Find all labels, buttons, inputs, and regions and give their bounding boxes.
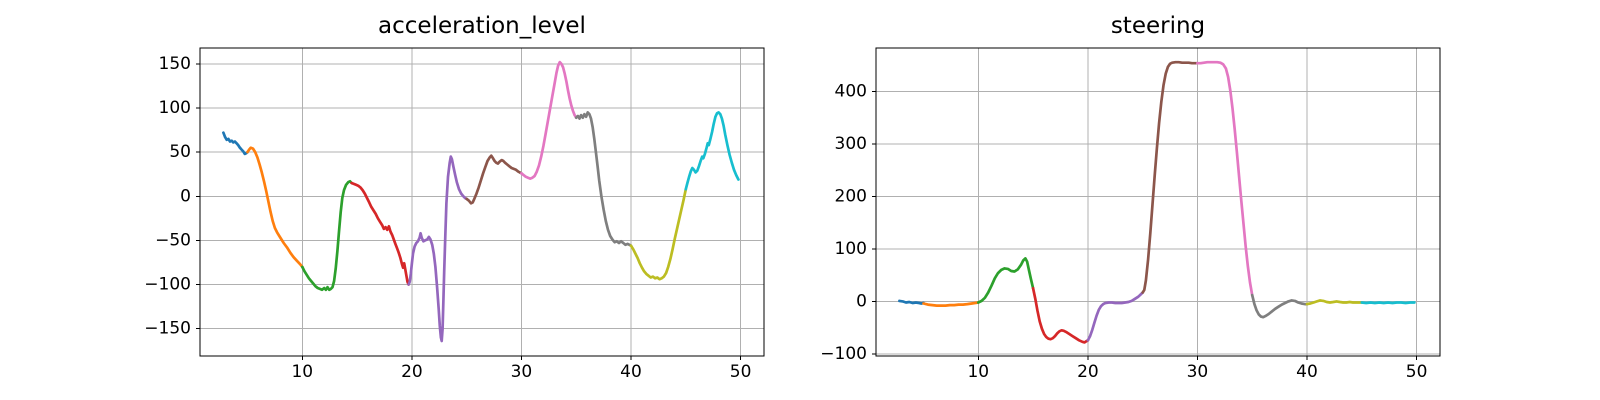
y-tick-label: −100	[144, 275, 191, 295]
x-tick-label: 40	[1296, 362, 1318, 382]
y-tick-label: −150	[144, 319, 191, 339]
y-tick-label: 0	[180, 186, 191, 206]
x-tick-label: 50	[730, 362, 752, 382]
y-tick-label: 200	[835, 187, 867, 207]
series-line-seg-06-brown	[465, 154, 523, 205]
series-line-seg-08-gray	[574, 111, 633, 248]
series-line-seg-04-red	[350, 181, 410, 286]
y-tick-label: 400	[835, 82, 867, 102]
series-line-seg-06-brown	[1141, 60, 1199, 294]
series-line-seg-01-blue	[222, 131, 249, 156]
series-line-seg-08-gray	[1250, 293, 1309, 319]
series-line-seg-09-olive	[1305, 299, 1364, 306]
series-line-seg-04-red	[1031, 286, 1090, 344]
x-tick-label: 20	[1077, 362, 1099, 382]
plot-background	[200, 48, 764, 356]
y-tick-label: 100	[835, 239, 867, 259]
axes-frame	[199, 47, 765, 357]
chart-title-steering: steering	[1110, 13, 1206, 39]
y-tick-label: 100	[159, 98, 191, 118]
series-line-seg-07-pink	[520, 60, 578, 180]
x-tick-label: 30	[1187, 362, 1209, 382]
y-tick-label: 50	[169, 142, 191, 162]
x-tick-label: 30	[511, 362, 533, 382]
plot-background	[876, 48, 1440, 356]
series-line-seg-02-orange	[246, 146, 304, 269]
chart-title-acceleration-level: acceleration_level	[378, 13, 586, 39]
series-line-seg-07-pink	[1196, 60, 1254, 297]
series-line-seg-02-orange	[922, 301, 980, 307]
x-tick-label: 20	[401, 362, 423, 382]
y-tick-label: −50	[155, 230, 191, 250]
series-line-seg-10-cyan	[684, 111, 740, 191]
series-line-seg-05-purple	[407, 155, 469, 343]
y-tick-label: −100	[820, 344, 867, 364]
x-tick-label: 10	[967, 362, 989, 382]
chart-steering: 10 20 30 40 50 −100 0 100 200 300 400	[820, 47, 1441, 382]
x-tick-label: 40	[620, 362, 642, 382]
y-tick-label: 0	[856, 291, 867, 311]
chart-acceleration_level: 10 20 30 40 50 −150 −100 −50 0 50 100 150	[144, 47, 765, 382]
y-tick-label: 150	[159, 54, 191, 74]
series-line-seg-09-olive	[629, 187, 688, 281]
series-line-seg-05-purple	[1086, 291, 1145, 342]
series-line-seg-01-blue	[898, 299, 925, 305]
series-line-seg-10-cyan	[1360, 301, 1416, 305]
y-tick-label: 300	[835, 134, 867, 154]
x-tick-label: 50	[1406, 362, 1428, 382]
series-line-seg-03-green	[300, 179, 353, 292]
axes-frame	[875, 47, 1441, 357]
x-tick-label: 10	[291, 362, 313, 382]
series-line-seg-03-green	[976, 257, 1035, 304]
